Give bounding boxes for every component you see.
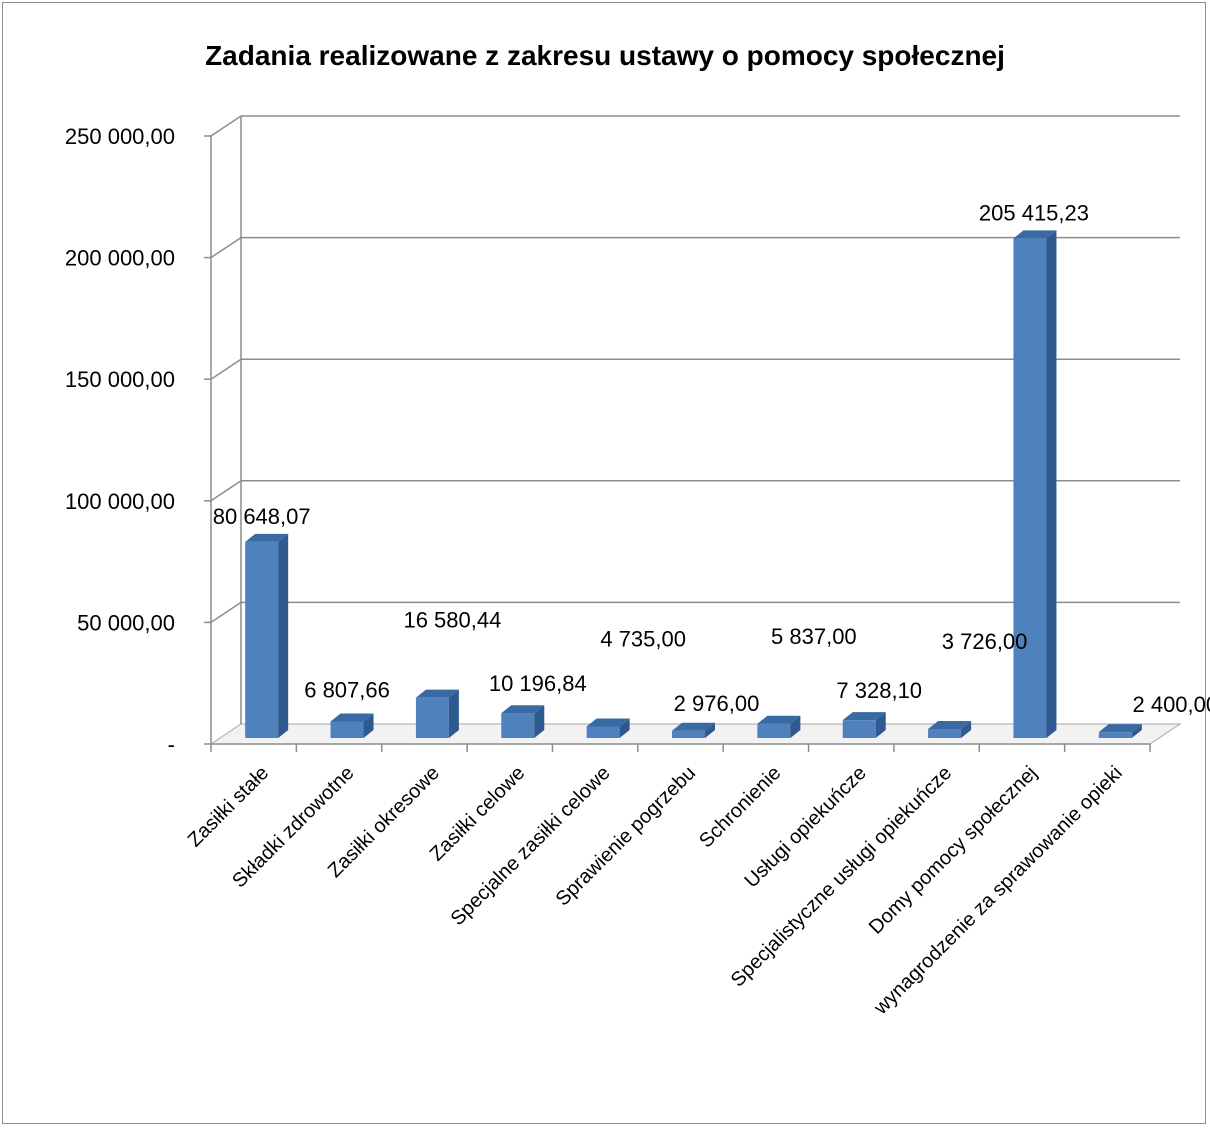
y-tick-label: 250 000,00 xyxy=(65,124,175,149)
data-label: 6 807,66 xyxy=(304,677,390,702)
data-label: 7 328,10 xyxy=(836,678,922,703)
bar xyxy=(330,713,374,738)
bar xyxy=(501,705,545,738)
category-label: Zasiłki stałe xyxy=(184,762,273,851)
bar-top xyxy=(842,712,886,721)
data-label: 205 415,23 xyxy=(979,200,1089,225)
y-tick-label: - xyxy=(168,732,175,757)
bar-front xyxy=(842,720,876,738)
data-label: 5 837,00 xyxy=(771,624,857,649)
bar-front xyxy=(672,730,705,738)
bar-side xyxy=(790,715,801,738)
bar-side xyxy=(1046,230,1057,738)
bar-side xyxy=(278,533,289,738)
y-tick-label: 50 000,00 xyxy=(77,610,175,635)
bar-top xyxy=(501,705,545,714)
bar-top xyxy=(415,689,459,698)
bar xyxy=(672,722,715,738)
bar xyxy=(842,712,886,738)
gridline-diagonal xyxy=(210,601,242,624)
category-label: Domy pomocy społecznej xyxy=(865,762,1042,939)
bar xyxy=(1013,230,1057,738)
bar-side xyxy=(875,712,886,738)
y-tick-label: 150 000,00 xyxy=(65,367,175,392)
data-label: 2 400,00 xyxy=(1132,692,1210,717)
bar-side xyxy=(534,705,545,738)
bar-side xyxy=(705,722,715,738)
bar-top xyxy=(672,722,715,731)
data-label: 10 196,84 xyxy=(489,671,587,696)
bar-front xyxy=(501,713,535,738)
data-label: 16 580,44 xyxy=(403,608,501,633)
data-label: 80 648,07 xyxy=(213,504,311,529)
bar-front xyxy=(928,728,962,738)
bar-top xyxy=(928,720,972,729)
bar-front xyxy=(245,541,279,738)
bar-top xyxy=(1098,724,1142,733)
bar-side xyxy=(961,720,972,738)
y-tick-label: 200 000,00 xyxy=(65,246,175,271)
bar-top xyxy=(757,715,801,724)
bar-top xyxy=(245,533,289,542)
data-label: 3 726,00 xyxy=(942,629,1028,654)
bar-front xyxy=(757,723,791,738)
category-label: Schronienie xyxy=(695,762,785,852)
bar-front xyxy=(330,721,364,738)
bar xyxy=(928,720,972,738)
bar-front xyxy=(1013,238,1047,738)
bar-top xyxy=(1013,230,1057,239)
bar-top xyxy=(586,718,630,727)
bar-side xyxy=(619,718,630,738)
bar xyxy=(757,715,801,738)
bar-side xyxy=(1131,724,1142,738)
bar xyxy=(586,718,630,738)
data-label: 4 735,00 xyxy=(600,626,686,651)
gridline-diagonal xyxy=(210,236,242,259)
bar xyxy=(1098,724,1142,738)
category-label: Specjalne zasiłki celowe xyxy=(447,762,615,930)
data-label: 2 976,00 xyxy=(674,691,760,716)
gridline-diagonal xyxy=(210,480,242,502)
bar-side xyxy=(363,713,374,738)
bar-front xyxy=(1098,732,1132,738)
bar-front xyxy=(415,697,449,738)
bar xyxy=(245,533,289,738)
gridline-diagonal xyxy=(210,358,242,380)
y-tick-label: 100 000,00 xyxy=(65,489,175,514)
bar-top xyxy=(330,713,374,722)
bar xyxy=(415,689,459,738)
bar-front xyxy=(586,726,620,738)
bar-side xyxy=(448,689,459,738)
category-label: Sprawienie pogrzebu xyxy=(552,762,700,910)
bars xyxy=(245,230,1142,738)
gridline-diagonal xyxy=(210,115,242,137)
chart-title: Zadania realizowane z zakresu ustawy o p… xyxy=(205,40,1005,71)
